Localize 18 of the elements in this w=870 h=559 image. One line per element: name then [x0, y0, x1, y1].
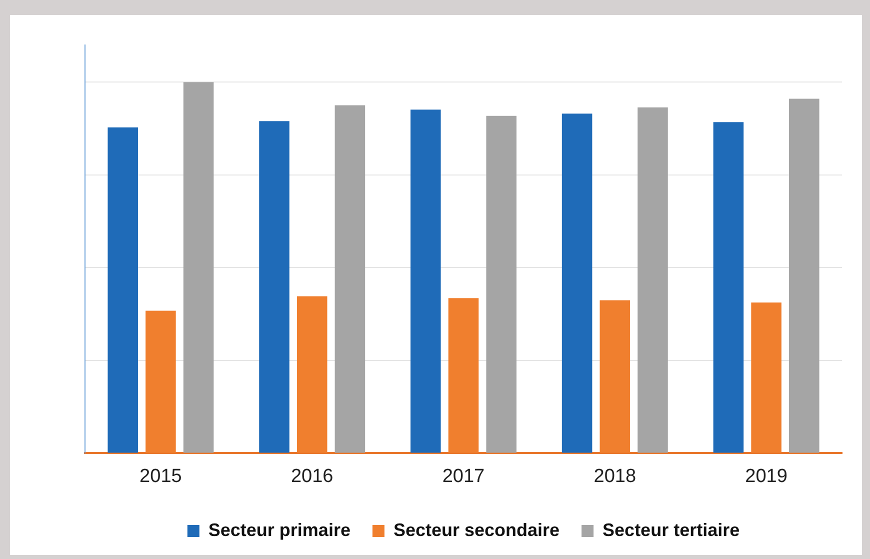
bar — [486, 116, 516, 453]
x-tick-label: 2016 — [290, 466, 334, 487]
x-tick-label: 2015 — [140, 466, 182, 487]
bar — [638, 107, 668, 453]
bar — [562, 114, 592, 453]
x-tick-label: 2017 — [442, 466, 485, 487]
x-tick-label: 2018 — [594, 466, 636, 487]
legend-label: Secteur secondaire — [393, 520, 560, 540]
legend-label: Secteur tertiaire — [602, 520, 740, 540]
bar — [259, 121, 290, 453]
bar — [183, 82, 214, 453]
bar — [108, 127, 138, 453]
legend-label: Secteur primaire — [208, 520, 350, 540]
x-tick-label: 2019 — [745, 466, 788, 487]
bar — [789, 98, 820, 453]
bar — [713, 122, 744, 453]
bar — [334, 105, 366, 453]
bar — [410, 110, 441, 453]
